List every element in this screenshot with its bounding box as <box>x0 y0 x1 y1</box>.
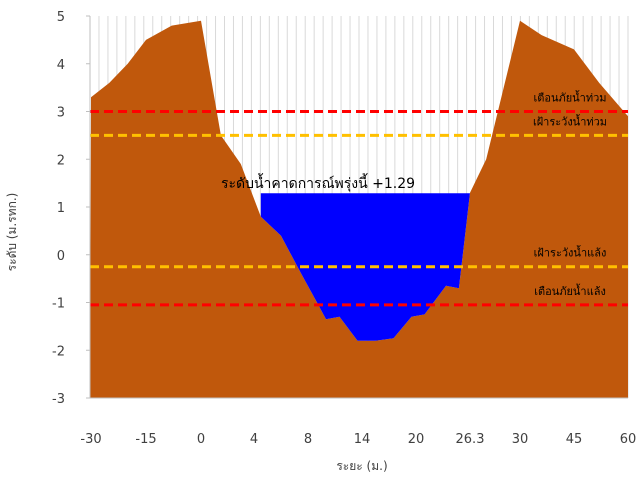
x-tick-label: 45 <box>566 432 583 447</box>
y-tick-label: 3 <box>57 106 65 121</box>
reference-line-label: เฝ้าระวังน้ำแล้ง <box>534 245 607 260</box>
y-tick-label: 5 <box>57 10 65 25</box>
y-tick-label: 2 <box>57 153 65 168</box>
x-tick-label: -30 <box>80 432 101 447</box>
y-tick-label: -3 <box>52 392 65 407</box>
y-tick-label: -2 <box>52 344 65 359</box>
reference-line-label: เฝ้าระวังน้ำท่วม <box>533 113 607 128</box>
y-tick-label: -1 <box>52 297 65 312</box>
x-tick-label: 20 <box>408 432 425 447</box>
x-tick-label: -15 <box>135 432 156 447</box>
x-tick-label: 0 <box>197 432 205 447</box>
x-tick-label: 30 <box>512 432 529 447</box>
x-tick-label: 26.3 <box>456 432 485 447</box>
x-tick-labels: -30 -15 0 4 8 14 20 26.3 30 45 60 <box>80 432 636 447</box>
x-tick-label: 4 <box>250 432 258 447</box>
x-tick-label: 8 <box>304 432 312 447</box>
reference-line-label: เตือนภัยน้ำแล้ง <box>534 283 606 298</box>
y-tick-label: 0 <box>57 249 65 264</box>
water-level-label: ระดับน้ำคาดการณ์พรุ่งนี้ +1.29 <box>221 173 415 192</box>
y-tick-label: 4 <box>57 58 65 73</box>
y-axis-title: ระดับ (ม.รทก.) <box>5 193 19 272</box>
x-tick-label: 60 <box>620 432 637 447</box>
reference-lines <box>90 110 628 307</box>
x-axis-title: ระยะ (ม.) <box>336 459 387 473</box>
y-tick-labels: -3 -2 -1 0 1 2 3 4 5 <box>52 10 90 407</box>
x-tick-label: 14 <box>354 432 371 447</box>
annotations: เตือนภัยน้ำท่วมเฝ้าระวังน้ำท่วมเฝ้าระวัง… <box>221 90 607 298</box>
reference-line-label: เตือนภัยน้ำท่วม <box>533 90 606 105</box>
y-tick-label: 1 <box>57 201 65 216</box>
